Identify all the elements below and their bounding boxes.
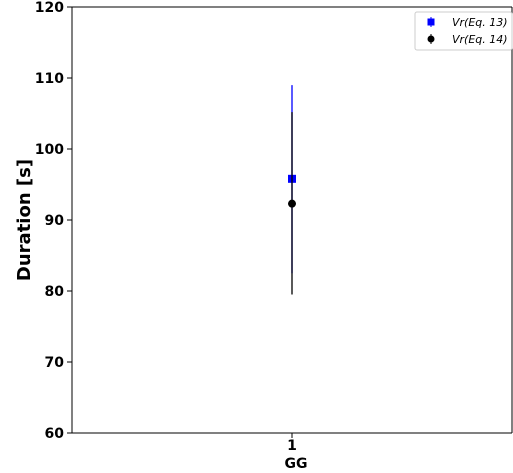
legend-label: Vr(Eq. 14) — [452, 33, 508, 46]
x-tick-label: 1 — [287, 438, 297, 454]
legend-box — [414, 11, 513, 51]
y-tick-label: 120 — [35, 0, 64, 16]
legend: Vr(Eq. 13) Vr(Eq. 14) — [414, 11, 513, 51]
legend-label: Vr(Eq. 13) — [452, 16, 508, 29]
x-axis-ticks: 1 — [287, 433, 297, 454]
y-tick-label: 70 — [45, 355, 65, 371]
y-tick-label: 100 — [35, 142, 64, 158]
legend-marker — [427, 18, 435, 26]
data-point — [288, 199, 296, 208]
y-tick-label: 90 — [45, 213, 65, 229]
series-layer — [288, 85, 296, 295]
y-tick-label: 110 — [35, 71, 64, 87]
legend-marker — [427, 35, 435, 43]
y-tick-label: 80 — [45, 284, 65, 300]
series-2 — [288, 112, 296, 295]
y-axis-ticks: 60 70 80 90 100 110 120 — [35, 0, 72, 442]
y-tick-label: 60 — [45, 426, 65, 442]
y-axis-label: Duration [s] — [14, 159, 35, 281]
x-axis-label: GG — [285, 456, 308, 472]
